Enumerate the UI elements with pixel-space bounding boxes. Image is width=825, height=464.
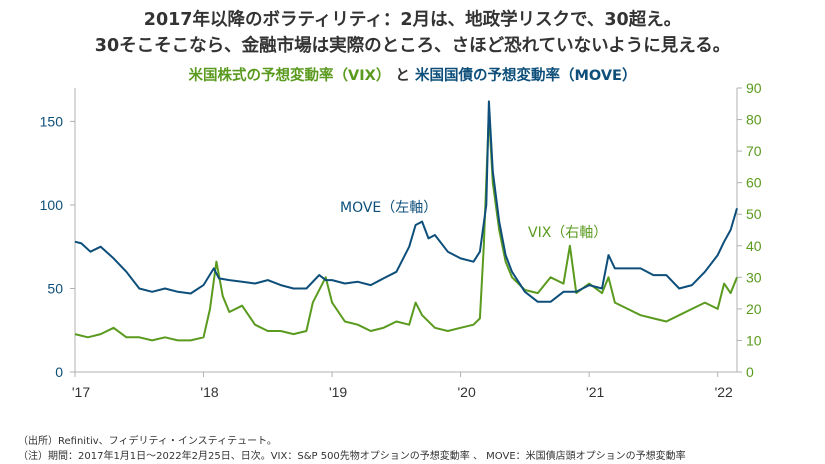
right-tick-label: 80 (746, 112, 762, 128)
right-tick-label: 0 (746, 364, 754, 380)
chart-title-line1: 2017年以降のボラティリティ：2月は、地政学リスクで、30超え。 (143, 10, 682, 30)
right-tick-label: 50 (746, 206, 762, 222)
left-tick-label: 0 (55, 364, 63, 380)
right-tick-label: 30 (746, 269, 762, 285)
chart-subtitle: 米国株式の予想変動率（VIX） と 米国国債の予想変動率（MOVE） (0, 64, 825, 85)
x-tick-label: '19 (329, 384, 347, 400)
right-tick-label: 20 (746, 301, 762, 317)
subtitle-connector: と (395, 68, 410, 84)
vix-series-line (74, 112, 738, 342)
left-tick-label: 50 (47, 280, 63, 296)
left-tick-label: 150 (40, 113, 64, 129)
x-tick-label: '21 (586, 384, 604, 400)
right-tick-label: 90 (746, 80, 762, 96)
subtitle-move: 米国国債の予想変動率（MOVE） (414, 68, 637, 84)
x-tick-label: '17 (72, 384, 90, 400)
x-tick-label: '18 (200, 384, 218, 400)
move-series-line (74, 100, 738, 303)
right-tick-label: 10 (746, 332, 762, 348)
right-tick-label: 60 (746, 175, 762, 191)
vix-annotation: VIX（右軸） (528, 225, 607, 241)
source-note: （出所）Refinitiv、フィデリティ・インスティテュート。 (18, 436, 277, 447)
x-tick-label: '22 (715, 384, 733, 400)
line-chart: 0 50 100 150 0 10 20 30 40 50 60 70 80 90 '17 '18 '19 '20… (40, 80, 762, 400)
x-tick-label: '20 (458, 384, 476, 400)
move-annotation: MOVE（左軸） (340, 200, 437, 216)
subtitle-vix: 米国株式の予想変動率（VIX） (188, 68, 391, 84)
chart-title-line2: 30そこそこなら、金融市場は実際のところ、さほど恐れていないように見える。 (94, 36, 731, 56)
left-tick-label: 100 (40, 197, 64, 213)
right-tick-label: 70 (746, 143, 762, 159)
period-note: （注）期間：2017年1月1日～2022年2月25日、日次。VIX：S&P 50… (18, 451, 686, 462)
right-tick-label: 40 (746, 238, 762, 254)
